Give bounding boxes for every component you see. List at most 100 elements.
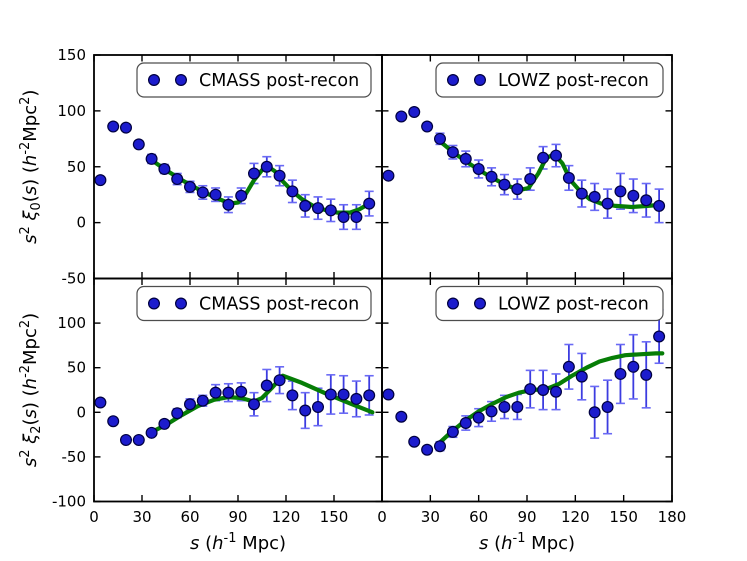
data-point <box>184 398 197 411</box>
y-axis-label-row0: s2 ξ0(s) (h-2Mpc2) <box>18 90 44 244</box>
data-point <box>312 202 325 215</box>
tick-marks <box>93 278 383 503</box>
data-point <box>627 360 640 373</box>
data-point <box>132 433 145 446</box>
data-point <box>511 183 524 196</box>
x-tick-label: 0 <box>377 508 387 526</box>
data-point <box>94 174 107 187</box>
y-tick-label: 0 <box>76 403 86 421</box>
data-point <box>537 151 550 164</box>
data-point <box>640 368 653 381</box>
data-point <box>184 180 197 193</box>
data-point <box>614 185 627 198</box>
data-point <box>575 370 588 383</box>
data-point <box>601 400 614 413</box>
legend-marker <box>148 73 161 86</box>
data-point <box>498 400 511 413</box>
data-point <box>434 132 447 145</box>
y-tick-label: 100 <box>57 314 86 332</box>
x-tick-label: 90 <box>517 508 536 526</box>
data-point <box>350 211 363 224</box>
data-point <box>363 389 376 402</box>
x-tick-label: 120 <box>561 508 590 526</box>
data-point <box>209 188 222 201</box>
data-point <box>627 189 640 202</box>
data-point <box>459 152 472 165</box>
data-point <box>260 379 273 392</box>
data-point <box>324 388 337 401</box>
data-point <box>459 417 472 430</box>
data-point <box>446 425 459 438</box>
data-point <box>235 385 248 398</box>
data-point <box>324 204 337 217</box>
data-point <box>132 138 145 151</box>
data-point <box>434 440 447 453</box>
data-point <box>588 190 601 203</box>
data-point <box>382 169 395 182</box>
data-point <box>248 398 261 411</box>
x-tick-label: 180 <box>658 508 687 526</box>
data-point <box>299 404 312 417</box>
x-tick-label: 60 <box>469 508 488 526</box>
legend-bottom-left: CMASS post-recon <box>136 285 372 322</box>
data-point <box>382 388 395 401</box>
legend-box <box>435 62 664 98</box>
legend-marker <box>175 297 188 310</box>
data-point <box>94 396 107 409</box>
legend-top-left: CMASS post-recon <box>136 62 372 98</box>
data-point <box>299 199 312 212</box>
data-point <box>350 392 363 405</box>
data-point <box>395 110 408 123</box>
data-point <box>119 433 132 446</box>
y-tick-label: -50 <box>62 270 87 288</box>
data-points <box>382 330 666 456</box>
x-tick-label: 30 <box>132 508 151 526</box>
data-point <box>472 411 485 424</box>
data-point <box>196 394 209 407</box>
data-points <box>382 105 666 212</box>
data-point <box>222 386 235 399</box>
data-point <box>498 178 511 191</box>
x-tick-label: 0 <box>89 508 99 526</box>
data-point <box>640 194 653 207</box>
legend-label: LOWZ post-recon <box>498 295 649 315</box>
y-tick-label: 50 <box>67 158 86 176</box>
x-tick-label: 150 <box>609 508 638 526</box>
data-point <box>446 146 459 159</box>
data-point <box>588 406 601 419</box>
y-tick-label: -50 <box>62 448 87 466</box>
data-point <box>408 105 421 118</box>
data-point <box>653 330 666 343</box>
data-point <box>273 169 286 182</box>
data-point <box>537 384 550 397</box>
data-point <box>363 197 376 210</box>
data-point <box>549 385 562 398</box>
data-point <box>421 443 434 456</box>
error-bars <box>383 308 664 454</box>
legend-marker <box>474 297 487 310</box>
x-tick-label: 150 <box>320 508 349 526</box>
panel-top-left: 150 100 50 0 -50 CMASS post-recon <box>57 46 383 288</box>
x-axis-label-col1: s (h-1 Mpc) <box>479 531 575 554</box>
y-axis-label-row1: s2 ξ2(s) (h-2Mpc2) <box>18 313 44 467</box>
legend-bottom-right: LOWZ post-recon <box>435 285 664 322</box>
legend-box <box>435 285 664 322</box>
data-point <box>485 405 498 418</box>
error-bars <box>95 366 374 444</box>
data-point <box>601 197 614 210</box>
legend-top-right: LOWZ post-recon <box>435 62 664 98</box>
legend-marker <box>148 297 161 310</box>
y-tick-label: 100 <box>57 102 86 120</box>
legend-label: LOWZ post-recon <box>498 71 649 91</box>
data-point <box>562 171 575 184</box>
data-point <box>171 407 184 420</box>
y-tick-labels: 150 100 50 0 -50 <box>57 46 86 288</box>
data-point <box>653 199 666 212</box>
y-tick-label: 150 <box>57 46 86 64</box>
data-point <box>107 120 120 133</box>
x-tick-labels: 0 30 60 90 120 150 <box>89 508 348 526</box>
y-tick-label: -100 <box>52 493 86 511</box>
data-point <box>511 400 524 413</box>
data-points <box>94 120 376 224</box>
